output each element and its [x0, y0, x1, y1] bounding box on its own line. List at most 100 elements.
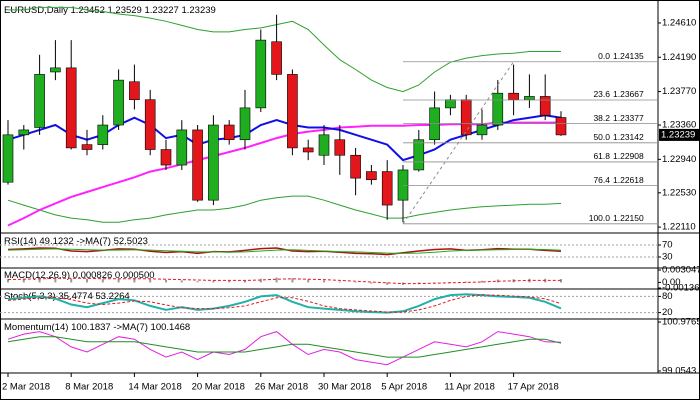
y-tick-label: 1.23360 — [662, 120, 696, 131]
y-tick-label: 0.00 — [662, 277, 681, 288]
y-tick-label: 1.22530 — [662, 187, 696, 198]
candle-body — [350, 154, 361, 179]
candle-body — [239, 107, 251, 141]
panel-header: RSI(14) 49.1232 ->MA(7) 52.5023 — [4, 236, 148, 247]
candle-body — [81, 144, 93, 150]
panel-header: Stoch(5,3,3) 35.4774 53.2264 — [4, 291, 130, 302]
candle-body — [208, 124, 219, 201]
indicator-line — [7, 294, 562, 313]
histogram-bar — [180, 280, 183, 283]
x-tick-label: 20 Mar 2018 — [192, 382, 245, 393]
candle-body — [287, 74, 298, 149]
price-marker — [659, 128, 699, 141]
x-tick-label: 17 Apr 2018 — [508, 382, 559, 393]
candle-body — [65, 67, 77, 149]
panel-title: MACD(12,26,9) — [4, 270, 70, 281]
histogram-bar — [338, 281, 341, 283]
histogram-bar — [101, 279, 104, 283]
candle-body — [144, 99, 156, 150]
candle-body — [34, 74, 45, 128]
fib-price-label: 1.22908 — [613, 151, 644, 161]
candle-body — [508, 92, 519, 101]
candle-body — [397, 169, 409, 201]
histogram-bar — [54, 277, 57, 283]
panel-header: MACD(12,26,9) 0.000826 0.000500 — [4, 270, 155, 281]
x-tick-label: 2 Mar 2018 — [2, 382, 50, 393]
x-tick-label: 5 Apr 2018 — [381, 382, 427, 393]
histogram-bar — [433, 282, 436, 283]
histogram-bar — [117, 278, 120, 283]
histogram-bar — [354, 282, 357, 283]
histogram-bar — [275, 277, 278, 283]
fib-level-label: 23.6 — [593, 89, 610, 99]
fib-price-label: 1.23377 — [613, 113, 644, 123]
histogram-bar — [165, 279, 167, 283]
fib-level-label: 76.4 — [593, 175, 610, 185]
candle-body — [555, 117, 567, 136]
histogram-bar — [386, 282, 389, 285]
candle-body — [318, 134, 330, 156]
candle-body — [18, 129, 30, 136]
series-name: RSI(14) — [4, 236, 37, 247]
panel-title: EURUSD,Daily — [4, 5, 68, 16]
candle-body — [223, 124, 235, 141]
fib-level-label: 0.0 — [598, 51, 610, 61]
histogram-bar — [465, 281, 468, 283]
candle-body — [460, 99, 472, 136]
histogram-bar — [259, 278, 262, 283]
fib-price-label: 1.22618 — [613, 175, 644, 185]
fib-level-label: 38.2 — [593, 113, 610, 123]
series-name: ->MA(7) — [76, 236, 111, 247]
series-name: Momentum(14) — [4, 322, 68, 333]
histogram-bar — [481, 280, 483, 283]
histogram-bar — [560, 279, 562, 283]
indicator-line — [7, 331, 562, 366]
series-value: 52.5023 — [114, 236, 148, 247]
fib-price-label: 1.24135 — [613, 51, 644, 61]
candle-body — [413, 139, 425, 171]
candle-body — [255, 39, 267, 109]
signal-line — [7, 277, 561, 285]
y-tick-label: 1.24610 — [662, 17, 696, 28]
series-value: 100.1468 — [151, 322, 191, 333]
y-tick-label: 1.22110 — [662, 222, 696, 233]
histogram-bar — [7, 279, 9, 283]
indicator-line — [7, 336, 562, 358]
price-marker-label: 1.23239 — [661, 129, 695, 140]
candle-body — [366, 171, 377, 181]
histogram-bar — [307, 279, 310, 283]
y-tick-label: 70 — [662, 240, 673, 251]
indicator-line — [7, 195, 562, 223]
fib-level-label: 100.0 — [589, 213, 611, 223]
candle-body — [381, 171, 393, 206]
y-tick-label: 1.24190 — [662, 52, 696, 63]
y-tick-label: 99.0543 — [662, 366, 696, 377]
x-tick-label: 30 Mar 2018 — [318, 382, 371, 393]
histogram-bar — [449, 282, 452, 283]
header-close: 1.23239 — [181, 5, 215, 16]
histogram-bar — [22, 278, 25, 283]
candle-body — [192, 129, 203, 201]
candle-body — [50, 67, 61, 73]
candle-body — [492, 92, 504, 126]
histogram-bar — [370, 282, 373, 284]
histogram-bar — [196, 281, 199, 283]
histogram-bar — [38, 277, 41, 283]
histogram-bar — [86, 278, 88, 283]
y-tick-label: 100.9765 — [662, 317, 700, 328]
candle-body — [334, 139, 346, 156]
y-tick-label: -0.001369 — [662, 283, 700, 294]
histogram-bar — [323, 280, 325, 283]
panel-header: Momentum(14) 100.1837 ->MA(7) 100.1468 — [4, 322, 190, 333]
x-tick-label: 14 Mar 2018 — [128, 382, 181, 393]
header-low: 1.23227 — [144, 5, 178, 16]
fib-price-label: 1.23667 — [613, 89, 644, 99]
series-name: ->MA(7) — [113, 322, 148, 333]
histogram-bar — [133, 278, 136, 283]
panel-header: EURUSD,Daily 1.23452 1.23529 1.23227 1.2… — [4, 5, 216, 16]
candle-body — [271, 41, 282, 75]
candle-body — [476, 124, 488, 136]
candle-body — [129, 81, 140, 101]
